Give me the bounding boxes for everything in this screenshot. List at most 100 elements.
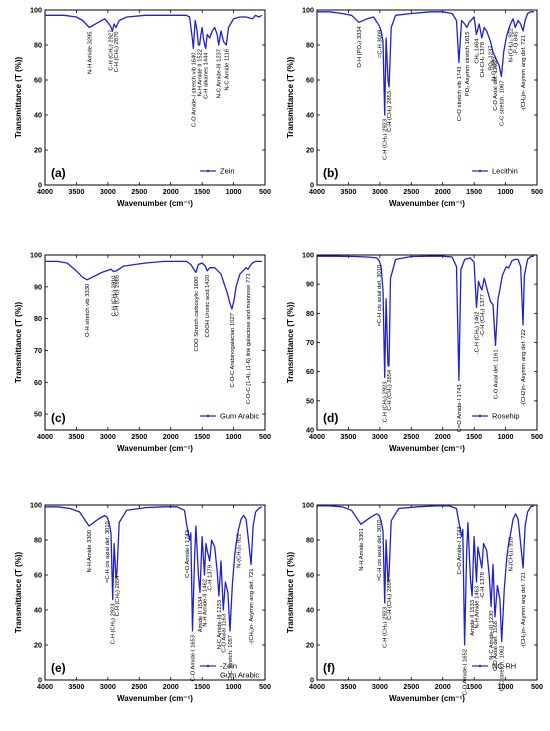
x-tick-label: 3000 [100, 187, 116, 196]
peak-annotation: C-H (CH₂) 2927 [108, 30, 114, 71]
peak-annotation: COO Stretch carboxylic 1600 [194, 277, 200, 352]
x-tick-label: 4000 [37, 432, 53, 441]
peak-annotation: COOH Uronic acid 1420 [205, 275, 211, 338]
y-axis-title: Transmittance (T (%)) [286, 301, 295, 383]
y-tick-label: 100 [302, 501, 314, 510]
y-tick-label: 50 [306, 396, 314, 405]
y-axis-title: Transmittance (T (%)) [14, 551, 23, 633]
plot-frame [44, 9, 266, 186]
peak-annotation: C=O Amide-I 1743 [457, 527, 463, 575]
x-tick-label: 500 [259, 432, 271, 441]
x-tick-label: 1000 [498, 187, 514, 196]
peak-annotation: =C-H cis axial def. 3010 [377, 520, 383, 582]
y-axis-title: Transmittance (T (%)) [14, 301, 23, 383]
spectrum-line [45, 14, 263, 50]
y-tick-label: 60 [34, 378, 42, 387]
peak-annotation: PO₂ 1237 [488, 46, 494, 71]
peak-annotation: Amide II 1534 [198, 596, 204, 633]
plot-frame [44, 254, 266, 431]
peak-annotation: C-H (CH₂) 2910 [112, 276, 118, 317]
x-tick-label: 500 [259, 187, 271, 196]
legend-marker [206, 414, 210, 418]
legend-marker [478, 169, 482, 173]
x-tick-label: 3000 [100, 432, 116, 441]
peak-annotation: C-O Amide-I 1652 [463, 649, 469, 695]
panel-c: 4000 3500 3000 2500 2000 1500 1000 500 50 60 70 80 9… [14, 251, 271, 454]
x-axis-title: Wavenumber (cm⁻¹) [389, 444, 465, 453]
peak-annotation: O-H stretch vib 3330 [85, 284, 91, 337]
peak-annotation: -P-O 845 [513, 32, 519, 56]
peak-annotation: C-H (CH₂) 2853 [387, 91, 393, 132]
panel-label: (b) [323, 166, 338, 180]
panel-d: 4000 3500 3000 2500 2000 1500 1000 500 40 50 60 70 8… [286, 251, 543, 454]
peak-annotation: N-H Amide 3301 [359, 528, 365, 571]
y-tick-label: 20 [306, 641, 314, 650]
y-tick-label: 20 [34, 641, 42, 650]
y-tick-label: 70 [34, 346, 42, 355]
y-tick-label: 40 [306, 606, 314, 615]
legend-entry: -Zein [220, 662, 237, 671]
x-tick-label: 2000 [435, 682, 451, 691]
peak-annotation: -C-H (CH₂) 1462 [475, 312, 481, 355]
y-tick-label: 60 [306, 571, 314, 580]
x-tick-label: 1000 [226, 432, 242, 441]
y-tick-label: 0 [38, 181, 42, 190]
panel-label: (f) [323, 661, 335, 675]
x-tick-label: 2000 [163, 682, 179, 691]
peak-annotation: C-H (CH₂) 2870 [114, 31, 120, 72]
peak-annotation: C=O Amide-I 1743 [457, 384, 463, 432]
peak-annotation: Amide II 1533 [470, 600, 476, 636]
x-tick-label: 3500 [68, 432, 84, 441]
y-axis-title: Transmittance (T (%)) [286, 56, 295, 138]
x-tick-label: 1500 [194, 682, 210, 691]
peak-annotation: C-O Axial 1163 [221, 614, 227, 653]
peak-annotation: -(CH₂)n- Asymm ang def. 721 [249, 569, 255, 645]
peak-annotation: N-(CH₃)₃ 918 [509, 537, 515, 571]
x-tick-label: 500 [531, 187, 543, 196]
spectrum-line [317, 255, 534, 382]
x-tick-label: 1000 [498, 432, 514, 441]
peak-annotation: CH₂ 1464 [474, 38, 480, 64]
y-tick-label: 40 [306, 426, 314, 435]
peak-annotation: CH-CH₃ 1378 [480, 42, 486, 78]
x-tick-label: 3500 [340, 187, 356, 196]
legend-entry: Rosehip [492, 412, 520, 421]
x-tick-label: 3000 [372, 432, 388, 441]
peak-annotation: C=O stretch vib 1743 [457, 66, 463, 121]
x-tick-label: 1500 [466, 682, 482, 691]
y-tick-label: 80 [306, 41, 314, 50]
y-tick-label: 60 [34, 571, 42, 580]
y-tick-label: 100 [30, 6, 42, 15]
peak-annotation: C-H (CH₂) 2923 [383, 382, 389, 423]
panel-a: 4000 3500 3000 2500 2000 1500 1000 500 0 20 40 60 80… [14, 6, 271, 209]
x-tick-label: 1000 [498, 682, 514, 691]
panel-label: (d) [323, 411, 338, 425]
x-tick-label: 1000 [226, 682, 242, 691]
legend-marker [206, 664, 210, 668]
y-tick-label: 80 [306, 309, 314, 318]
y-tick-label: 0 [310, 181, 314, 190]
x-axis-title: Wavenumber (cm⁻¹) [117, 444, 193, 453]
x-tick-label: 1500 [466, 187, 482, 196]
x-tick-label: 3500 [68, 187, 84, 196]
x-axis-title: Wavenumber (cm⁻¹) [117, 694, 193, 703]
y-axis-title: Transmittance (T (%)) [286, 551, 295, 633]
x-tick-label: 500 [259, 682, 271, 691]
x-tick-label: 4000 [37, 682, 53, 691]
panel-label: (a) [51, 166, 66, 180]
x-tick-label: 2000 [163, 187, 179, 196]
y-tick-label: 70 [306, 338, 314, 347]
y-tick-label: 90 [34, 282, 42, 291]
panel-b: 4000 3500 3000 2500 2000 1500 1000 500 0 20 40 60 80… [286, 6, 543, 209]
peak-annotation: C-H (CH₂) 2923 [383, 607, 389, 648]
legend-marker [206, 169, 210, 173]
x-tick-label: 3000 [372, 682, 388, 691]
panel-f: 4000 3500 3000 2500 2000 1500 1000 500 0 20 40 60 80… [286, 501, 543, 704]
x-tick-label: 1500 [466, 432, 482, 441]
panel-e: 4000 3500 3000 2500 2000 1500 1000 500 0 20 40 60 80… [14, 501, 271, 704]
spectrum-line [317, 11, 534, 116]
peak-annotation: C-O-C Arabinogalactan 1027 [230, 313, 236, 387]
peak-annotation: -C-H 1378 [480, 572, 486, 599]
x-tick-label: 2500 [403, 187, 419, 196]
